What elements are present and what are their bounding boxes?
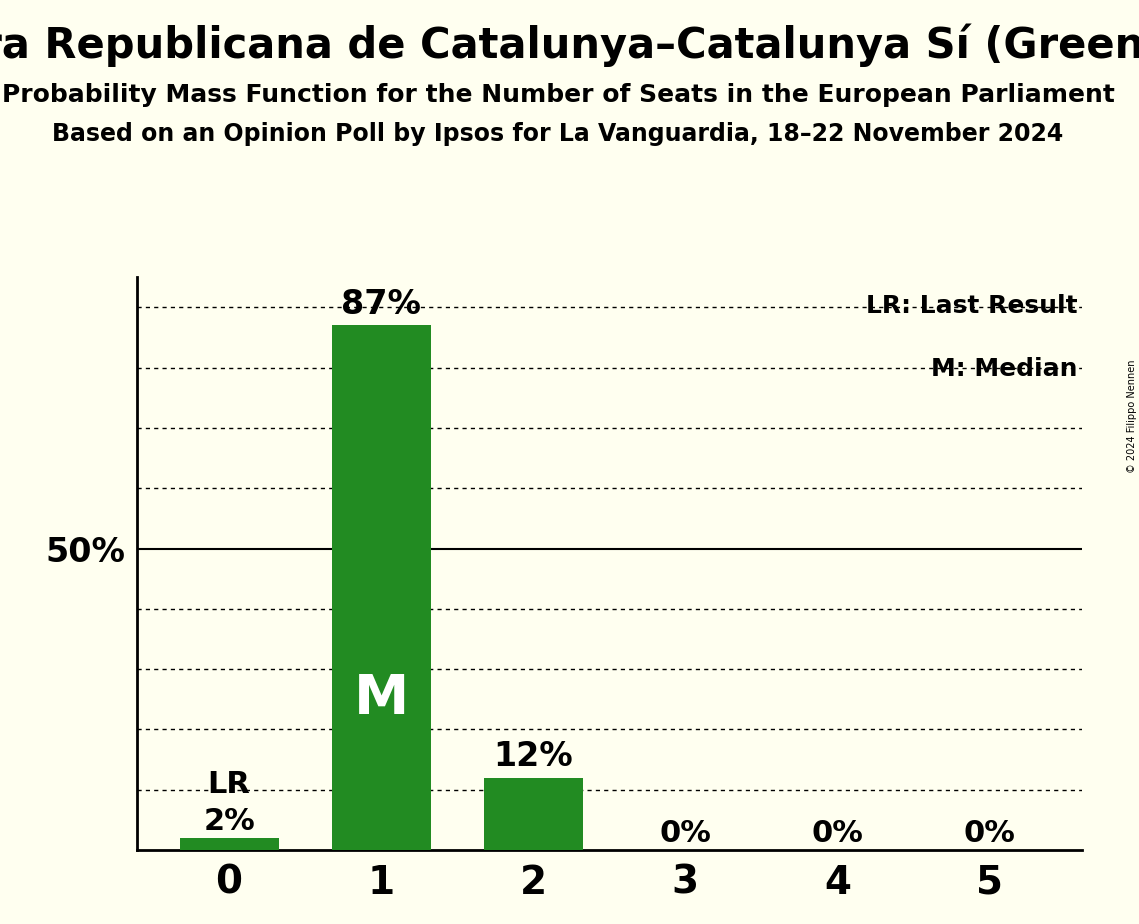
Bar xyxy=(484,778,583,850)
Text: 0%: 0% xyxy=(812,819,863,847)
Bar xyxy=(331,325,431,850)
Bar xyxy=(180,838,279,850)
Text: M: Median: M: Median xyxy=(931,358,1077,382)
Text: 12%: 12% xyxy=(493,740,573,772)
Text: © 2024 Filippo Nennen: © 2024 Filippo Nennen xyxy=(1126,359,1137,472)
Text: Based on an Opinion Poll by Ipsos for La Vanguardia, 18–22 November 2024: Based on an Opinion Poll by Ipsos for La… xyxy=(52,122,1064,146)
Text: 2%: 2% xyxy=(203,807,255,835)
Text: M: M xyxy=(353,673,409,726)
Text: LR: LR xyxy=(207,770,251,799)
Text: 87%: 87% xyxy=(342,287,421,321)
Text: uerra Republicana de Catalunya–Catalunya Sí (Greens/E: uerra Republicana de Catalunya–Catalunya… xyxy=(0,23,1139,67)
Text: LR: Last Result: LR: Last Result xyxy=(866,295,1077,319)
Text: Probability Mass Function for the Number of Seats in the European Parliament: Probability Mass Function for the Number… xyxy=(1,83,1115,107)
Text: 0%: 0% xyxy=(659,819,712,847)
Text: 0%: 0% xyxy=(964,819,1016,847)
